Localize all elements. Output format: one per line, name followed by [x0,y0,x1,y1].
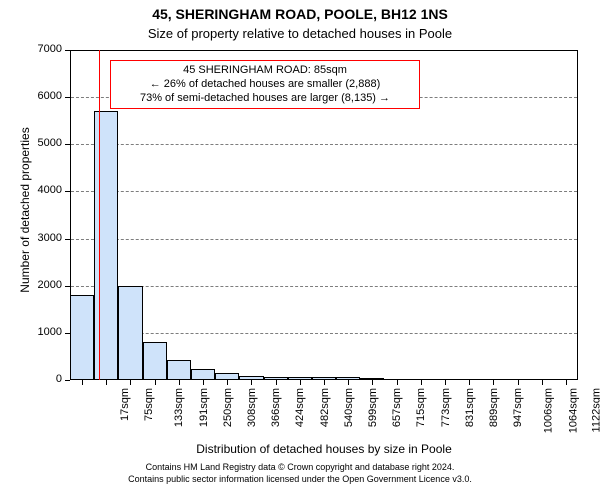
ytick-mark [65,97,70,98]
ytick-label: 0 [22,373,62,385]
xtick-label: 1064sqm [567,388,579,433]
annotation-line: 73% of semi-detached houses are larger (… [115,92,415,106]
xtick-label: 889sqm [488,388,500,427]
ytick-mark [65,286,70,287]
ytick-label: 7000 [22,43,62,55]
xtick-mark [542,380,543,385]
xtick-label: 657sqm [391,388,403,427]
xtick-label: 250sqm [222,388,234,427]
ytick-mark [65,144,70,145]
xtick-label: 366sqm [270,388,282,427]
xtick-label: 424sqm [295,388,307,427]
annotation-line: ← 26% of detached houses are smaller (2,… [115,78,415,92]
xtick-label: 599sqm [367,388,379,427]
xtick-label: 308sqm [246,388,258,427]
xtick-label: 831sqm [464,388,476,427]
footer-line: Contains HM Land Registry data © Crown c… [0,462,600,472]
xtick-mark [300,380,301,385]
gridline [71,333,577,334]
bar [70,295,94,380]
xtick-label: 133sqm [174,388,186,427]
footer-line: Contains public sector information licen… [0,474,600,484]
xtick-label: 1122sqm [590,388,600,432]
chart-title-sub: Size of property relative to detached ho… [0,26,600,41]
xtick-label: 75sqm [143,388,155,421]
xtick-label: 715sqm [416,388,428,427]
xtick-label: 1006sqm [543,388,555,433]
xtick-mark [493,380,494,385]
xtick-label: 191sqm [198,388,210,427]
xtick-mark [445,380,446,385]
gridline [71,144,577,145]
xtick-mark [421,380,422,385]
ytick-mark [65,380,70,381]
xtick-label: 17sqm [119,388,131,421]
bar [215,373,239,380]
xtick-mark [397,380,398,385]
xtick-mark [469,380,470,385]
ytick-mark [65,239,70,240]
xtick-mark [203,380,204,385]
ytick-label: 1000 [22,326,62,338]
xtick-mark [372,380,373,385]
xtick-label: 773sqm [440,388,452,427]
highlight-line [99,50,100,380]
xtick-label: 482sqm [319,388,331,427]
chart-title-main: 45, SHERINGHAM ROAD, POOLE, BH12 1NS [0,6,600,22]
gridline [71,191,577,192]
xtick-mark [82,380,83,385]
xtick-mark [155,380,156,385]
bar [143,342,167,380]
xtick-mark [179,380,180,385]
ytick-label: 6000 [22,90,62,102]
bar [167,360,191,380]
xtick-label: 947sqm [512,388,524,427]
gridline [71,239,577,240]
xtick-mark [348,380,349,385]
xtick-mark [276,380,277,385]
xtick-mark [324,380,325,385]
xtick-label: 540sqm [343,388,355,427]
xtick-mark [566,380,567,385]
xtick-mark [227,380,228,385]
annotation-box: 45 SHERINGHAM ROAD: 85sqm← 26% of detach… [110,60,420,109]
ytick-mark [65,50,70,51]
xtick-mark [251,380,252,385]
xtick-mark [518,380,519,385]
bar [191,369,215,380]
y-axis-label: Number of detached properties [18,110,32,310]
bar [118,286,142,380]
annotation-line: 45 SHERINGHAM ROAD: 85sqm [115,64,415,78]
xtick-mark [106,380,107,385]
x-axis-label: Distribution of detached houses by size … [70,442,578,456]
xtick-mark [130,380,131,385]
gridline [71,286,577,287]
ytick-mark [65,191,70,192]
